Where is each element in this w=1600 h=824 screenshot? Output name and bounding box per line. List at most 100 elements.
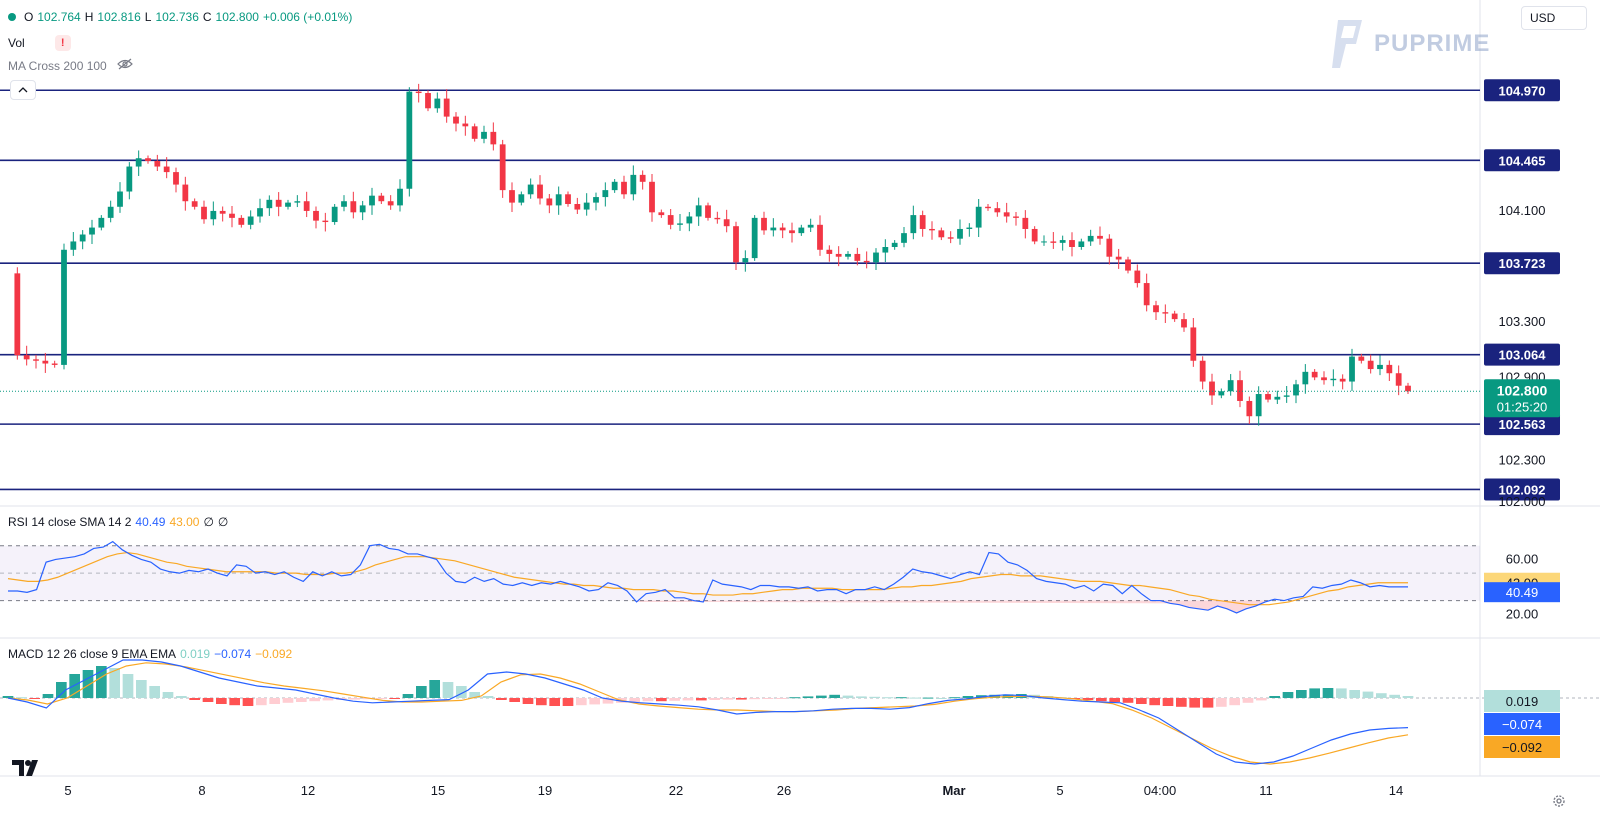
candle-body: [929, 228, 935, 231]
time-tick-label: 8: [198, 783, 205, 798]
candle-body: [1265, 394, 1271, 400]
rsi-legend[interactable]: RSI 14 close SMA 14 2 40.49 43.00 ∅ ∅: [8, 515, 228, 529]
level-label: 102.563: [1499, 417, 1546, 432]
candle-body: [686, 216, 693, 224]
candle-body: [1134, 270, 1141, 284]
candle-body: [1377, 364, 1383, 370]
candle-body: [649, 181, 655, 213]
macd-histogram-bar: [802, 696, 814, 698]
candle-body: [985, 206, 991, 209]
macd-histogram-bar: [1389, 694, 1400, 698]
candle-body: [975, 206, 982, 228]
macd-histogram-bar: [962, 696, 974, 698]
candle-body: [425, 93, 431, 109]
candle-body: [1293, 384, 1299, 396]
macd-histogram-bar: [536, 698, 547, 706]
candle-body: [163, 166, 170, 173]
tradingview-logo[interactable]: [12, 760, 42, 781]
collapse-legend-button[interactable]: [10, 80, 36, 100]
rsi-tick-label: 60.00: [1506, 551, 1539, 566]
candle-body: [33, 359, 39, 361]
settings-gear-icon[interactable]: [1552, 794, 1566, 811]
candle-body: [117, 191, 123, 207]
macd-signal-axis-label: −0.092: [1502, 740, 1542, 755]
macd-histogram-bar: [709, 698, 720, 700]
macd-histogram-bar: [1296, 690, 1307, 698]
candle-body: [742, 258, 749, 263]
macd-histogram-bar: [349, 698, 360, 700]
time-tick-label: 26: [777, 783, 791, 798]
candle-body: [1246, 400, 1253, 417]
candle-body: [1106, 238, 1113, 257]
macd-histogram-bar: [69, 674, 80, 698]
ohlc-open-label: O: [24, 10, 34, 24]
candle-body: [42, 360, 49, 364]
candle-body: [23, 355, 30, 360]
macd-histogram-bar: [549, 698, 560, 706]
level-label-bg: [1484, 252, 1560, 275]
candle-body: [191, 201, 198, 207]
macd-histogram-bar: [176, 696, 187, 698]
candle-body: [397, 188, 403, 206]
candle-body: [555, 194, 562, 206]
candle-body: [1162, 312, 1169, 314]
hidden-eye-icon[interactable]: [116, 58, 133, 73]
macd-legend[interactable]: MACD 12 26 close 9 EMA EMA 0.019 −0.074 …: [8, 647, 292, 661]
candle-body: [1339, 378, 1346, 382]
candle-body: [70, 241, 77, 250]
ohlc-high-label: H: [84, 10, 94, 24]
macd-histogram-bar: [322, 698, 334, 701]
candle-body: [798, 227, 805, 234]
candle-body: [1283, 395, 1290, 397]
candle-body: [238, 217, 245, 225]
time-tick-label: 5: [64, 783, 71, 798]
currency-selector[interactable]: USD: [1521, 6, 1587, 30]
candle-body: [247, 216, 254, 225]
candle-body: [350, 201, 357, 213]
candle-body: [471, 126, 478, 139]
candle-body: [1386, 364, 1393, 374]
macd-label: MACD 12 26 close 9 EMA EMA: [8, 647, 177, 661]
level-label-bg: [1484, 343, 1560, 366]
macd-line: [7, 659, 1409, 765]
candle-body: [1125, 259, 1131, 271]
macd-histogram-bar: [496, 698, 507, 700]
candle-body: [789, 230, 795, 234]
macd-histogram-bar: [696, 698, 707, 701]
candle-body: [490, 131, 497, 145]
candle-body: [79, 234, 86, 242]
candle-body: [1190, 327, 1197, 361]
candle-body: [966, 227, 973, 229]
candle-body: [266, 199, 273, 209]
macd-histogram-bar: [1162, 698, 1174, 706]
macd-histogram-bar: [856, 696, 867, 698]
candle-body: [126, 166, 133, 192]
vol-alert-icon[interactable]: !: [54, 35, 71, 51]
time-tick-label: 5: [1056, 783, 1063, 798]
candle-body: [1302, 371, 1309, 385]
macd-histogram-bar: [922, 697, 934, 699]
vol-legend[interactable]: Vol !: [8, 35, 71, 51]
candle-body: [1321, 377, 1327, 381]
price-tick-label: 104.100: [1499, 203, 1546, 218]
macd-histogram-bar: [1149, 698, 1160, 706]
candle-body: [994, 208, 1001, 213]
ma-legend[interactable]: MA Cross 200 100: [8, 58, 133, 73]
candle-body: [369, 195, 375, 206]
last-price-label: 102.800: [1497, 382, 1548, 398]
level-label-bg: [1484, 478, 1560, 501]
macd-histogram-bar: [216, 698, 227, 704]
candle-body: [1330, 378, 1337, 381]
macd-histogram-bar: [816, 695, 827, 698]
macd-histogram-bar: [162, 692, 174, 698]
candle-body: [1078, 241, 1085, 247]
candle-body: [611, 181, 618, 191]
macd-histogram-bar: [402, 694, 414, 698]
candle-body: [229, 213, 235, 218]
rsi-line: [8, 540, 1408, 614]
candle-body: [1087, 235, 1094, 242]
macd-signal-value: −0.092: [255, 647, 293, 661]
candle-body: [583, 202, 590, 210]
candle-body: [733, 226, 739, 263]
